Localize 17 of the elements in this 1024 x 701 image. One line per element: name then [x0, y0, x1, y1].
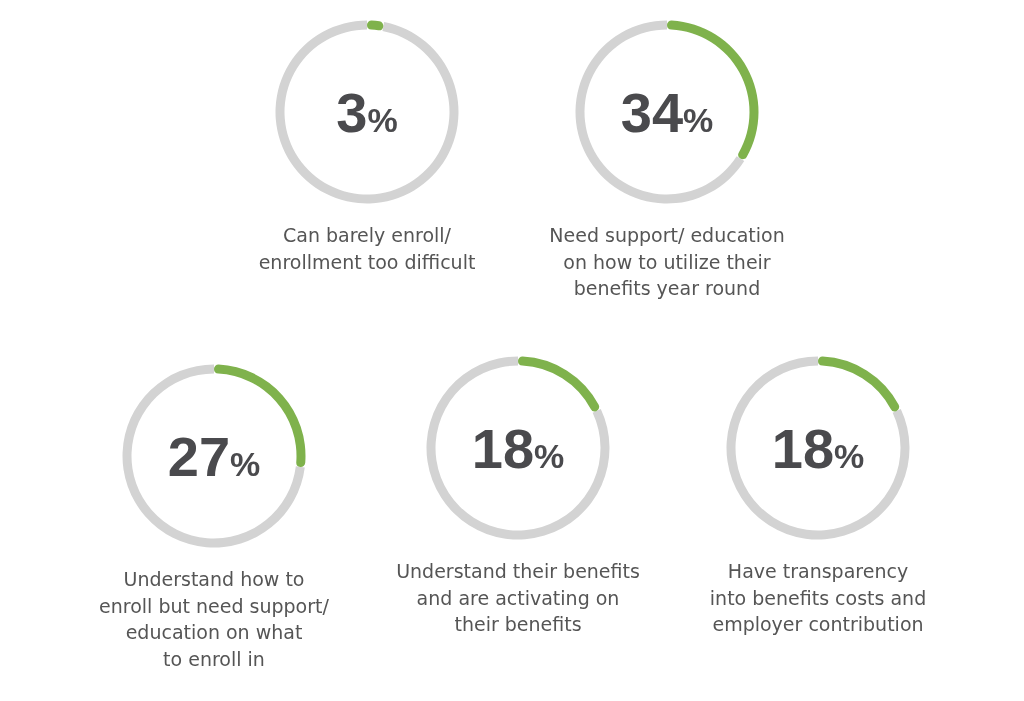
- text: Need support/ education on how to utilize their benefits year round: [549, 224, 785, 299]
- text: 27%: [167, 425, 261, 488]
- text: 18%: [771, 417, 865, 480]
- donut-slice: [726, 356, 910, 540]
- text: Understand their benefits and are activating on their benefits: [396, 560, 640, 635]
- text: 3%: [336, 81, 398, 144]
- text: Have transparency into benefits costs and employer contribution: [709, 560, 927, 635]
- donut-slice: [518, 356, 600, 412]
- text: 18%: [471, 417, 565, 480]
- donut-slice: [818, 356, 900, 412]
- text: Can barely enroll/ enrollment too difficult: [258, 224, 476, 273]
- donut-slice: [575, 20, 745, 204]
- donut-slice: [367, 20, 384, 31]
- donut-slice: [122, 364, 305, 548]
- text: 34%: [620, 81, 714, 144]
- donut-slice: [426, 356, 610, 540]
- text: Understand how to enroll but need support/ education on what to enroll in: [99, 568, 330, 670]
